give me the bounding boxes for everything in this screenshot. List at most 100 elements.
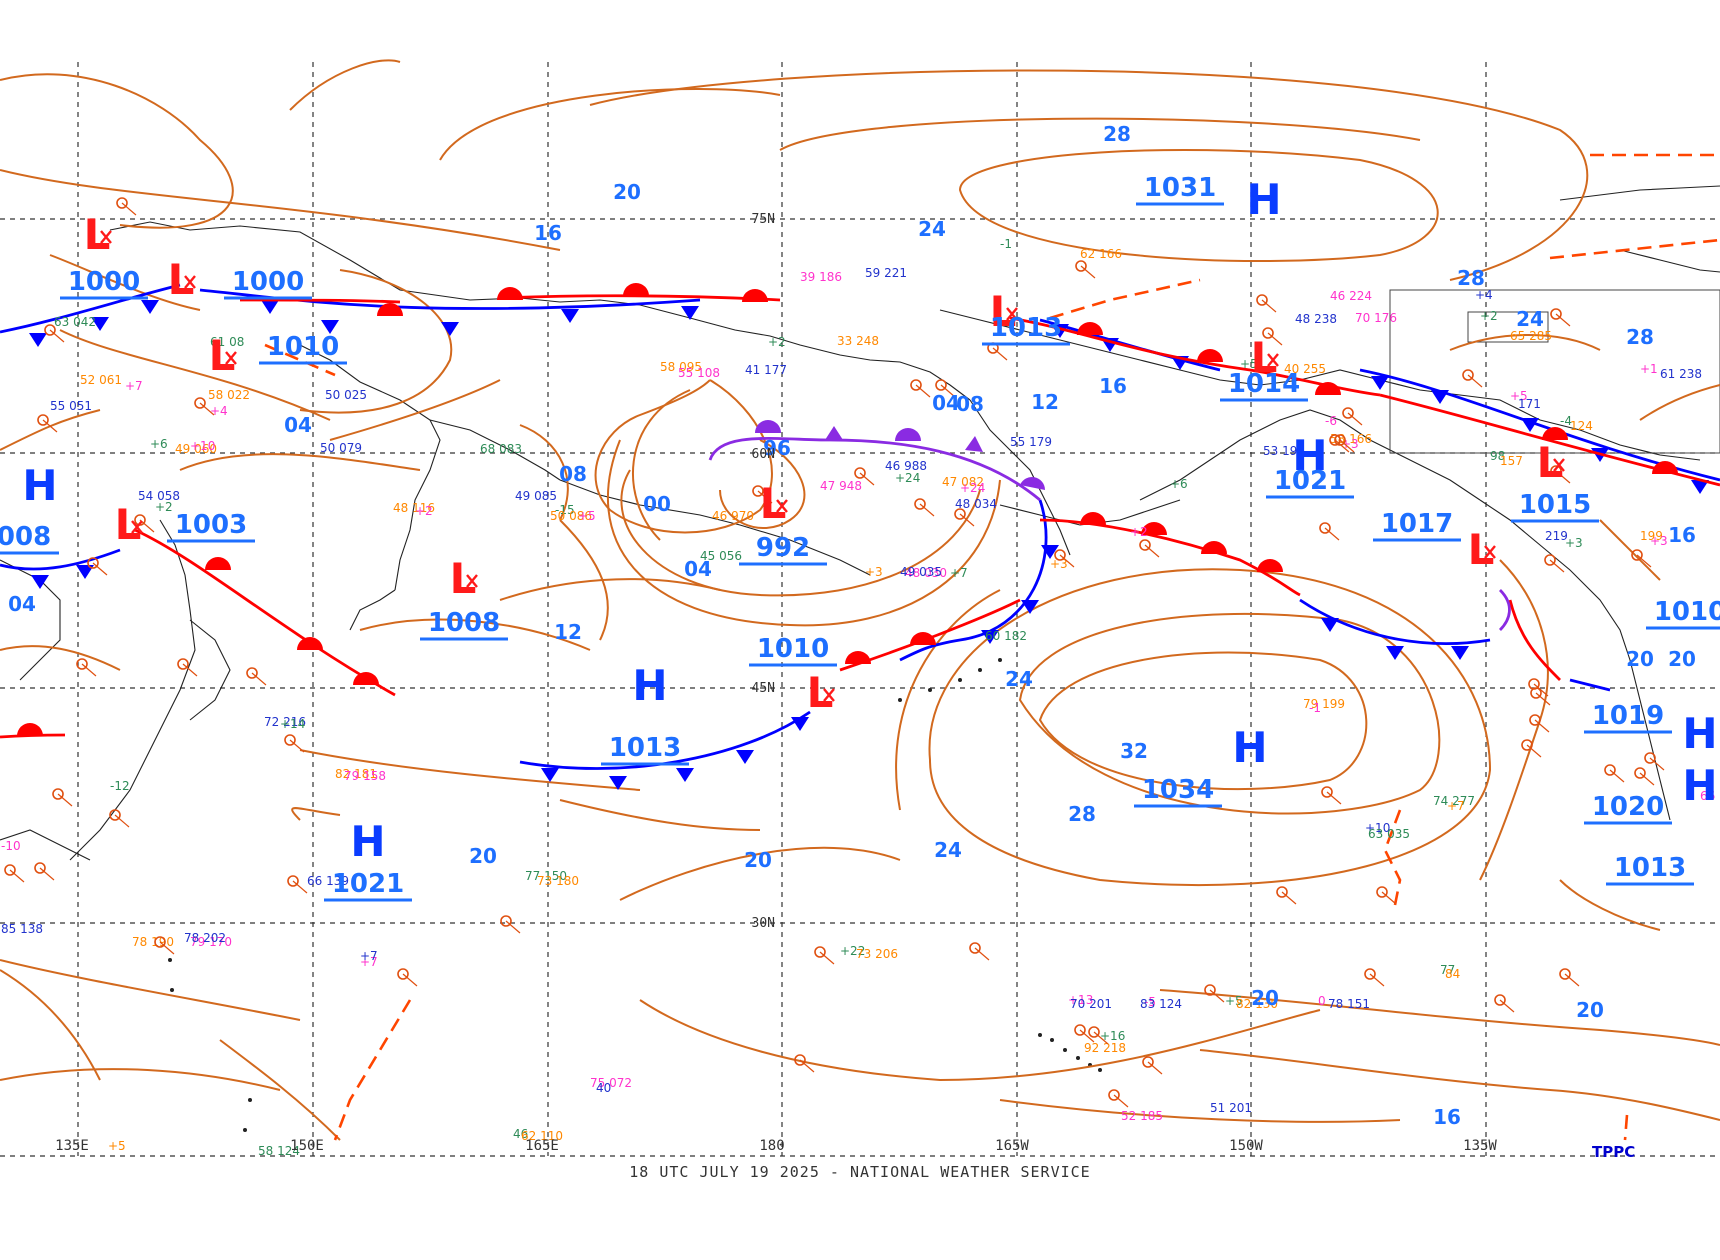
cold-front-pip <box>676 768 694 782</box>
station-plot-value: +7 <box>125 379 143 393</box>
station-circle <box>287 875 299 887</box>
station-circle <box>1108 1089 1120 1101</box>
high-pressure: 1034 <box>1142 775 1214 805</box>
low-pressure-center: L 992 <box>739 479 827 566</box>
station-plot-value: 58 022 <box>208 388 250 402</box>
warm-front-pip <box>1077 322 1103 335</box>
warm-front-pip <box>1542 427 1568 440</box>
isobar-label: 16 <box>1099 374 1127 398</box>
isobar-label: 16 <box>1433 1105 1461 1129</box>
isobar-line <box>0 1068 281 1091</box>
wind-barb <box>402 973 418 987</box>
station-plot-value: 79 158 <box>344 769 386 783</box>
station-plot-value: 62 110 <box>521 1129 563 1143</box>
station-plot-value: +2 <box>155 500 173 514</box>
wind-barb <box>1467 374 1483 388</box>
station-circle <box>116 197 128 209</box>
high-pressure-center: H 1008 <box>0 461 59 555</box>
station-plot-value: 74 277 <box>1433 794 1475 808</box>
wind-barb <box>182 663 198 677</box>
coastline <box>1299 369 1701 461</box>
wind-barb <box>505 920 521 934</box>
station-circle <box>910 379 922 391</box>
cold-front-pip <box>1371 376 1389 390</box>
isobar-line <box>291 807 341 821</box>
station-circle <box>1256 294 1268 306</box>
lon-label: 165E <box>525 1138 559 1154</box>
lat-label: 45N <box>752 681 775 696</box>
isobars <box>0 59 1720 1141</box>
station-plot-value: 51 201 <box>1210 1101 1252 1115</box>
isobar-line <box>499 578 721 601</box>
station-plot-value: -10 <box>1 839 21 853</box>
station-plot-value: 47 082 <box>942 475 984 489</box>
high-letter: H <box>632 661 667 710</box>
isobar-line <box>999 1099 1401 1123</box>
station-plot-value: +16 <box>1100 1029 1125 1043</box>
wind-barb <box>1281 891 1297 905</box>
station-circle <box>109 809 121 821</box>
lon-label: 180 <box>759 1138 784 1154</box>
wind-barb <box>251 672 267 686</box>
warm-front-pip <box>623 283 649 296</box>
station-plot-value: 47 948 <box>820 479 862 493</box>
low-letter: L <box>209 331 236 380</box>
island <box>898 698 902 702</box>
station-circle <box>1075 260 1087 272</box>
map-footer: 18 UTC JULY 19 2025 - NATIONAL WEATHER S… <box>629 1163 1091 1181</box>
isobar-line <box>1599 519 1661 581</box>
island <box>958 678 962 682</box>
cold-front-pip <box>981 630 999 644</box>
station-plot-value: +6 <box>150 437 168 451</box>
station-plot-value: 0 <box>1318 994 1326 1008</box>
wind-barb <box>757 490 773 504</box>
station-circle <box>1462 369 1474 381</box>
high-pressure: 1021 <box>1274 466 1346 496</box>
station-circle <box>1494 994 1506 1006</box>
wind-barb <box>57 793 73 807</box>
station-plot-value: -1 <box>1309 701 1321 715</box>
isobar-line <box>1449 334 1601 351</box>
low-pressure: 1013 <box>990 313 1062 343</box>
lat-label: 75N <box>752 212 775 227</box>
cold-front-pip <box>76 565 94 579</box>
station-circle <box>1604 764 1616 776</box>
cold-front-pip <box>441 322 459 336</box>
station-circle <box>1276 886 1288 898</box>
wind-barb <box>1080 265 1096 279</box>
low-letter: L <box>1251 333 1278 382</box>
low-letter: L <box>168 255 195 304</box>
station-circle <box>1559 968 1571 980</box>
low-letter: L <box>450 554 477 603</box>
trough-line <box>1549 238 1720 260</box>
station-plot-value: 83 124 <box>1140 997 1182 1011</box>
cold-front <box>1299 598 1491 645</box>
wind-barb <box>1144 544 1160 558</box>
isobar-line <box>1159 989 1720 1046</box>
station-plot-value: +4 <box>1475 288 1493 302</box>
isobar-label: 20 <box>469 844 497 868</box>
isobar-label: 24 <box>1516 307 1544 331</box>
station-circle <box>1364 968 1376 980</box>
cold-front <box>1569 678 1611 692</box>
coastline <box>109 221 561 303</box>
wind-barb <box>121 202 137 216</box>
isobar-line <box>0 969 101 1081</box>
station-circle <box>1142 1056 1154 1068</box>
station-plot-value: 219 <box>1545 529 1568 543</box>
station-circle <box>1529 714 1541 726</box>
isobar-line <box>620 469 981 597</box>
station-circle <box>854 467 866 479</box>
station-circle <box>1342 407 1354 419</box>
warm-front-pip <box>910 632 936 645</box>
station-plot-value: 63 035 <box>1368 827 1410 841</box>
station-circle <box>1530 687 1542 699</box>
station-plot-value: +7 <box>360 955 378 969</box>
station-plot-value: 75 072 <box>590 1076 632 1090</box>
isobar-line <box>589 69 1589 281</box>
isobar-line <box>1639 384 1720 421</box>
island <box>1076 1056 1080 1060</box>
